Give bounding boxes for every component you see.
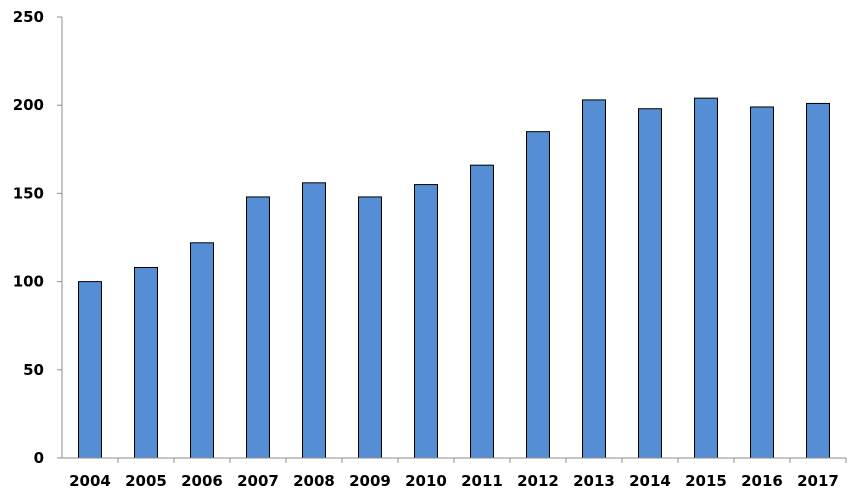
bar-2012 xyxy=(526,131,550,459)
x-tick-label: 2013 xyxy=(573,472,615,490)
bar-2004 xyxy=(78,281,102,459)
bar-2015 xyxy=(694,97,718,459)
bar-2013 xyxy=(582,99,606,459)
x-tick-label: 2015 xyxy=(685,472,727,490)
x-tick-label: 2011 xyxy=(461,472,503,490)
x-tick-label: 2005 xyxy=(125,472,167,490)
bar-2014 xyxy=(638,108,662,459)
y-axis-ticks: 0 50 100 150 200 250 xyxy=(13,8,62,467)
x-axis-ticks: 2004 2005 2006 2007 2008 2009 2010 2011 2012 2013… xyxy=(69,458,847,490)
y-tick-label: 200 xyxy=(13,96,44,114)
x-tick-label: 2008 xyxy=(293,472,335,490)
x-tick-label: 2006 xyxy=(181,472,223,490)
x-tick-label: 2010 xyxy=(405,472,447,490)
x-tick-label: 2012 xyxy=(517,472,559,490)
y-tick-label: 0 xyxy=(34,449,44,467)
y-tick-label: 50 xyxy=(23,361,44,379)
y-tick-label: 150 xyxy=(13,184,44,202)
bar-2005 xyxy=(134,266,158,459)
bar-2017 xyxy=(806,102,830,459)
x-tick-label: 2014 xyxy=(629,472,671,490)
bar-2016 xyxy=(750,106,774,459)
bar-2009 xyxy=(358,196,382,459)
x-tick-label: 2017 xyxy=(797,472,839,490)
bar-2010 xyxy=(414,184,438,459)
x-tick-label: 2016 xyxy=(741,472,783,490)
y-tick-label: 100 xyxy=(13,273,44,291)
bar-2006 xyxy=(190,242,214,459)
x-tick-label: 2004 xyxy=(69,472,111,490)
bar-2011 xyxy=(470,164,494,459)
bar-2008 xyxy=(302,182,326,459)
x-tick-label: 2009 xyxy=(349,472,391,490)
bar-2007 xyxy=(246,196,270,459)
bars xyxy=(78,97,830,459)
x-tick-label: 2007 xyxy=(237,472,279,490)
y-tick-label: 250 xyxy=(13,8,44,26)
